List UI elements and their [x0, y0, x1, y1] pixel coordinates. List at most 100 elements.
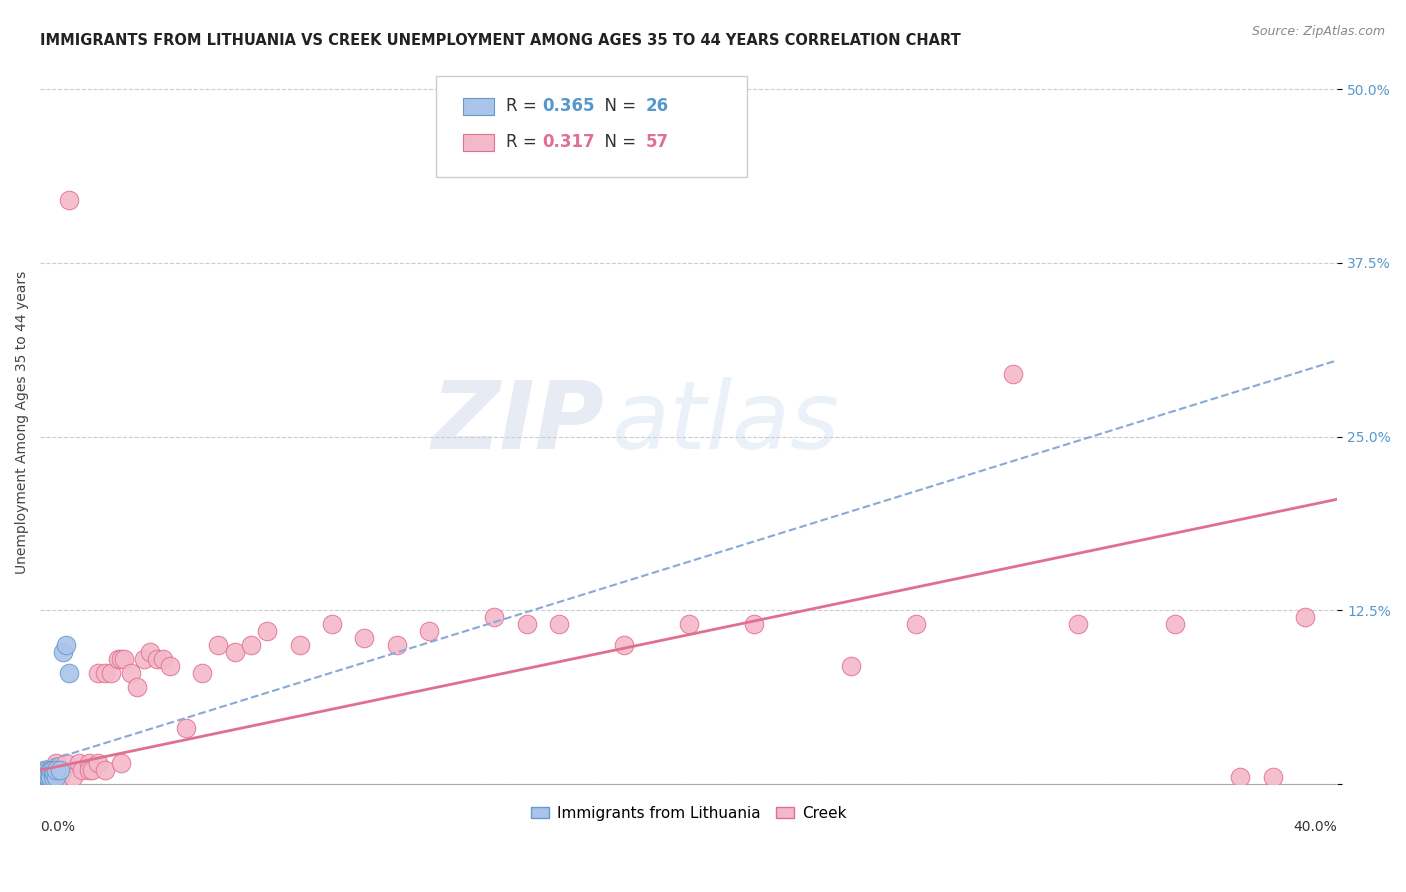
Point	[1067, 617, 1090, 632]
Text: 57: 57	[645, 134, 669, 152]
Point	[678, 617, 700, 632]
Point	[58, 665, 80, 680]
Point	[87, 756, 110, 771]
Point	[34, 763, 56, 777]
Text: atlas: atlas	[612, 377, 839, 468]
Point	[114, 652, 136, 666]
Point	[613, 638, 636, 652]
Point	[55, 638, 77, 652]
Point	[35, 763, 58, 777]
Point	[34, 766, 56, 780]
Point	[152, 652, 174, 666]
Point	[31, 770, 53, 784]
Text: 40.0%: 40.0%	[1294, 820, 1337, 834]
Point	[62, 770, 84, 784]
Point	[321, 617, 343, 632]
Point	[482, 610, 505, 624]
Point	[48, 763, 70, 777]
Point	[58, 194, 80, 208]
Point	[37, 770, 59, 784]
Legend: Immigrants from Lithuania, Creek: Immigrants from Lithuania, Creek	[524, 800, 852, 827]
Point	[52, 763, 75, 777]
Point	[45, 770, 67, 784]
Point	[42, 763, 65, 777]
Text: N =: N =	[595, 97, 641, 115]
Point	[35, 766, 58, 780]
Point	[67, 756, 90, 771]
Text: 0.365: 0.365	[543, 97, 595, 115]
Point	[35, 770, 58, 784]
Text: N =: N =	[595, 134, 641, 152]
Point	[32, 770, 55, 784]
Point	[288, 638, 311, 652]
Text: IMMIGRANTS FROM LITHUANIA VS CREEK UNEMPLOYMENT AMONG AGES 35 TO 44 YEARS CORREL: IMMIGRANTS FROM LITHUANIA VS CREEK UNEMP…	[41, 33, 960, 48]
Point	[132, 652, 155, 666]
Point	[37, 766, 59, 780]
Point	[38, 770, 60, 784]
Point	[42, 770, 65, 784]
Point	[418, 624, 440, 639]
Point	[77, 756, 100, 771]
Point	[41, 763, 63, 777]
Point	[39, 770, 62, 784]
Point	[38, 766, 60, 780]
Point	[1294, 610, 1316, 624]
Point	[742, 617, 765, 632]
Point	[516, 617, 538, 632]
Point	[110, 756, 132, 771]
Point	[191, 665, 214, 680]
Point	[38, 763, 60, 777]
Point	[1229, 770, 1251, 784]
Point	[80, 763, 103, 777]
Point	[72, 763, 94, 777]
Point	[107, 652, 129, 666]
Point	[207, 638, 229, 652]
Point	[120, 665, 142, 680]
Text: 0.317: 0.317	[543, 134, 595, 152]
Point	[42, 763, 65, 777]
Point	[839, 659, 862, 673]
Point	[100, 665, 122, 680]
Point	[353, 631, 375, 645]
Point	[52, 645, 75, 659]
Point	[1002, 367, 1025, 381]
Point	[127, 680, 149, 694]
Point	[548, 617, 571, 632]
Point	[94, 763, 117, 777]
Point	[45, 763, 67, 777]
FancyBboxPatch shape	[436, 76, 747, 178]
Point	[159, 659, 181, 673]
Point	[146, 652, 169, 666]
Point	[904, 617, 927, 632]
Point	[1164, 617, 1187, 632]
Point	[174, 722, 197, 736]
Point	[1261, 770, 1284, 784]
Point	[239, 638, 262, 652]
Point	[110, 652, 132, 666]
Point	[45, 756, 67, 771]
Point	[38, 770, 60, 784]
Point	[77, 763, 100, 777]
Point	[139, 645, 162, 659]
Point	[224, 645, 246, 659]
Point	[34, 770, 56, 784]
Point	[256, 624, 278, 639]
Text: ZIP: ZIP	[432, 376, 605, 469]
FancyBboxPatch shape	[463, 97, 494, 115]
Text: R =: R =	[506, 97, 541, 115]
Point	[35, 769, 58, 783]
Text: Source: ZipAtlas.com: Source: ZipAtlas.com	[1251, 25, 1385, 38]
Text: 0.0%: 0.0%	[41, 820, 75, 834]
Point	[37, 770, 59, 784]
Point	[32, 770, 55, 784]
FancyBboxPatch shape	[463, 134, 494, 151]
Point	[55, 756, 77, 771]
Point	[48, 770, 70, 784]
Point	[87, 665, 110, 680]
Text: 26: 26	[645, 97, 669, 115]
Point	[42, 766, 65, 780]
Point	[94, 665, 117, 680]
Y-axis label: Unemployment Among Ages 35 to 44 years: Unemployment Among Ages 35 to 44 years	[15, 271, 30, 574]
Point	[45, 766, 67, 780]
Point	[32, 766, 55, 780]
